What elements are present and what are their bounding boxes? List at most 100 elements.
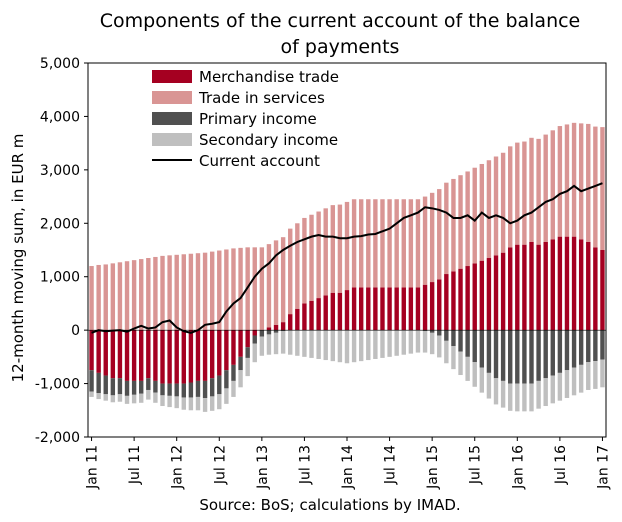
bar-segment bbox=[571, 367, 577, 396]
bar-segment bbox=[486, 160, 492, 259]
bar-segment bbox=[458, 330, 463, 352]
bar-segment bbox=[479, 260, 485, 331]
bar-segment bbox=[160, 255, 165, 331]
bar-segment bbox=[103, 330, 108, 376]
bar-segment bbox=[238, 370, 243, 388]
bar-segment bbox=[167, 383, 172, 396]
y-tick-label: 3,000 bbox=[40, 163, 80, 179]
bar-segment bbox=[500, 330, 506, 381]
bar-segment bbox=[217, 250, 222, 331]
bar-segment bbox=[89, 330, 94, 371]
bar-segment bbox=[217, 375, 222, 395]
bar-segment bbox=[217, 394, 222, 410]
source-note: Source: BoS; calculations by IMAD. bbox=[199, 496, 461, 514]
bar-segment bbox=[586, 362, 591, 390]
bar-segment bbox=[309, 300, 314, 331]
bar-segment bbox=[394, 330, 399, 356]
bar-segment bbox=[508, 247, 513, 331]
bar-segment bbox=[515, 330, 520, 384]
bar-segment bbox=[96, 393, 101, 400]
bar-segment bbox=[422, 331, 428, 353]
bar-segment bbox=[600, 250, 605, 331]
bar-segment bbox=[139, 259, 144, 331]
bar-segment bbox=[458, 268, 463, 331]
x-tick-label: Jul 11 bbox=[127, 445, 143, 485]
bar-segment bbox=[600, 359, 605, 388]
bar-segment bbox=[571, 122, 577, 237]
bar-segment bbox=[181, 254, 186, 331]
bar-segment bbox=[543, 330, 548, 379]
bar-segment bbox=[344, 330, 350, 364]
bar-segment bbox=[387, 330, 392, 357]
bar-segment bbox=[493, 255, 499, 331]
bar-segment bbox=[578, 123, 584, 240]
bar-segment bbox=[153, 256, 158, 331]
legend-swatch bbox=[152, 91, 192, 104]
bar-segment bbox=[195, 380, 201, 397]
legend-swatch bbox=[152, 112, 192, 125]
bar-segment bbox=[437, 189, 442, 280]
bar-segment bbox=[139, 380, 144, 394]
bar-segment bbox=[458, 351, 463, 376]
bar-segment bbox=[309, 214, 314, 301]
bar-segment bbox=[224, 388, 229, 404]
bar-segment bbox=[160, 395, 165, 407]
bar-segment bbox=[408, 199, 414, 288]
bar-segment bbox=[209, 251, 215, 331]
x-tick-label: Jan 13 bbox=[255, 445, 271, 490]
bar-segment bbox=[422, 330, 428, 332]
bar-segment bbox=[195, 330, 201, 381]
bar-segment bbox=[259, 330, 265, 337]
bar-segment bbox=[422, 196, 428, 285]
bar-segment bbox=[89, 391, 94, 397]
bar-segment bbox=[231, 248, 236, 331]
bar-segment bbox=[351, 330, 357, 363]
bar-segment bbox=[174, 254, 179, 331]
bar-segment bbox=[110, 330, 116, 379]
bar-segment bbox=[515, 244, 520, 331]
chart-title-line-2: of payments bbox=[280, 36, 400, 58]
y-tick-label: 5,000 bbox=[40, 56, 80, 72]
bar-segment bbox=[586, 330, 591, 363]
bar-segment bbox=[472, 330, 477, 363]
bar-segment bbox=[344, 290, 350, 331]
bar-segment bbox=[231, 330, 236, 365]
x-tick-label: Jan 15 bbox=[425, 445, 441, 490]
bar-segment bbox=[231, 380, 236, 397]
bar-segment bbox=[288, 330, 293, 355]
x-tick-label: Jan 16 bbox=[510, 445, 526, 490]
bar-segment bbox=[273, 330, 279, 333]
bar-segment bbox=[451, 330, 456, 347]
bar-segment bbox=[500, 152, 506, 253]
bar-segment bbox=[302, 217, 307, 304]
bar-segment bbox=[188, 330, 194, 383]
bar-segment bbox=[266, 244, 272, 328]
bar-segment bbox=[146, 389, 151, 400]
bar-segment bbox=[515, 383, 520, 412]
bar-segment bbox=[408, 287, 414, 331]
y-tick-label: 0 bbox=[71, 323, 80, 339]
bar-segment bbox=[472, 362, 477, 387]
bar-segment bbox=[593, 330, 598, 362]
bar-segment bbox=[500, 380, 506, 408]
bar-segment bbox=[316, 330, 321, 359]
x-tick-label: Jan 11 bbox=[85, 445, 101, 490]
x-tick-label: Jul 16 bbox=[553, 445, 569, 485]
bar-segment bbox=[124, 380, 130, 396]
bar-segment bbox=[401, 330, 406, 355]
bar-segment bbox=[536, 330, 541, 381]
bar-segment bbox=[323, 295, 328, 331]
bar-segment bbox=[586, 123, 591, 242]
bar-segment bbox=[522, 330, 527, 384]
bar-segment bbox=[557, 330, 563, 373]
bar-segment bbox=[139, 393, 144, 403]
bar-segment bbox=[380, 199, 385, 288]
bar-segment bbox=[508, 330, 513, 384]
bar-segment bbox=[571, 330, 577, 368]
bar-segment bbox=[437, 279, 442, 331]
bar-segment bbox=[252, 247, 257, 331]
bar-segment bbox=[302, 303, 307, 331]
bar-segment bbox=[550, 330, 555, 376]
bar-segment bbox=[124, 395, 130, 404]
